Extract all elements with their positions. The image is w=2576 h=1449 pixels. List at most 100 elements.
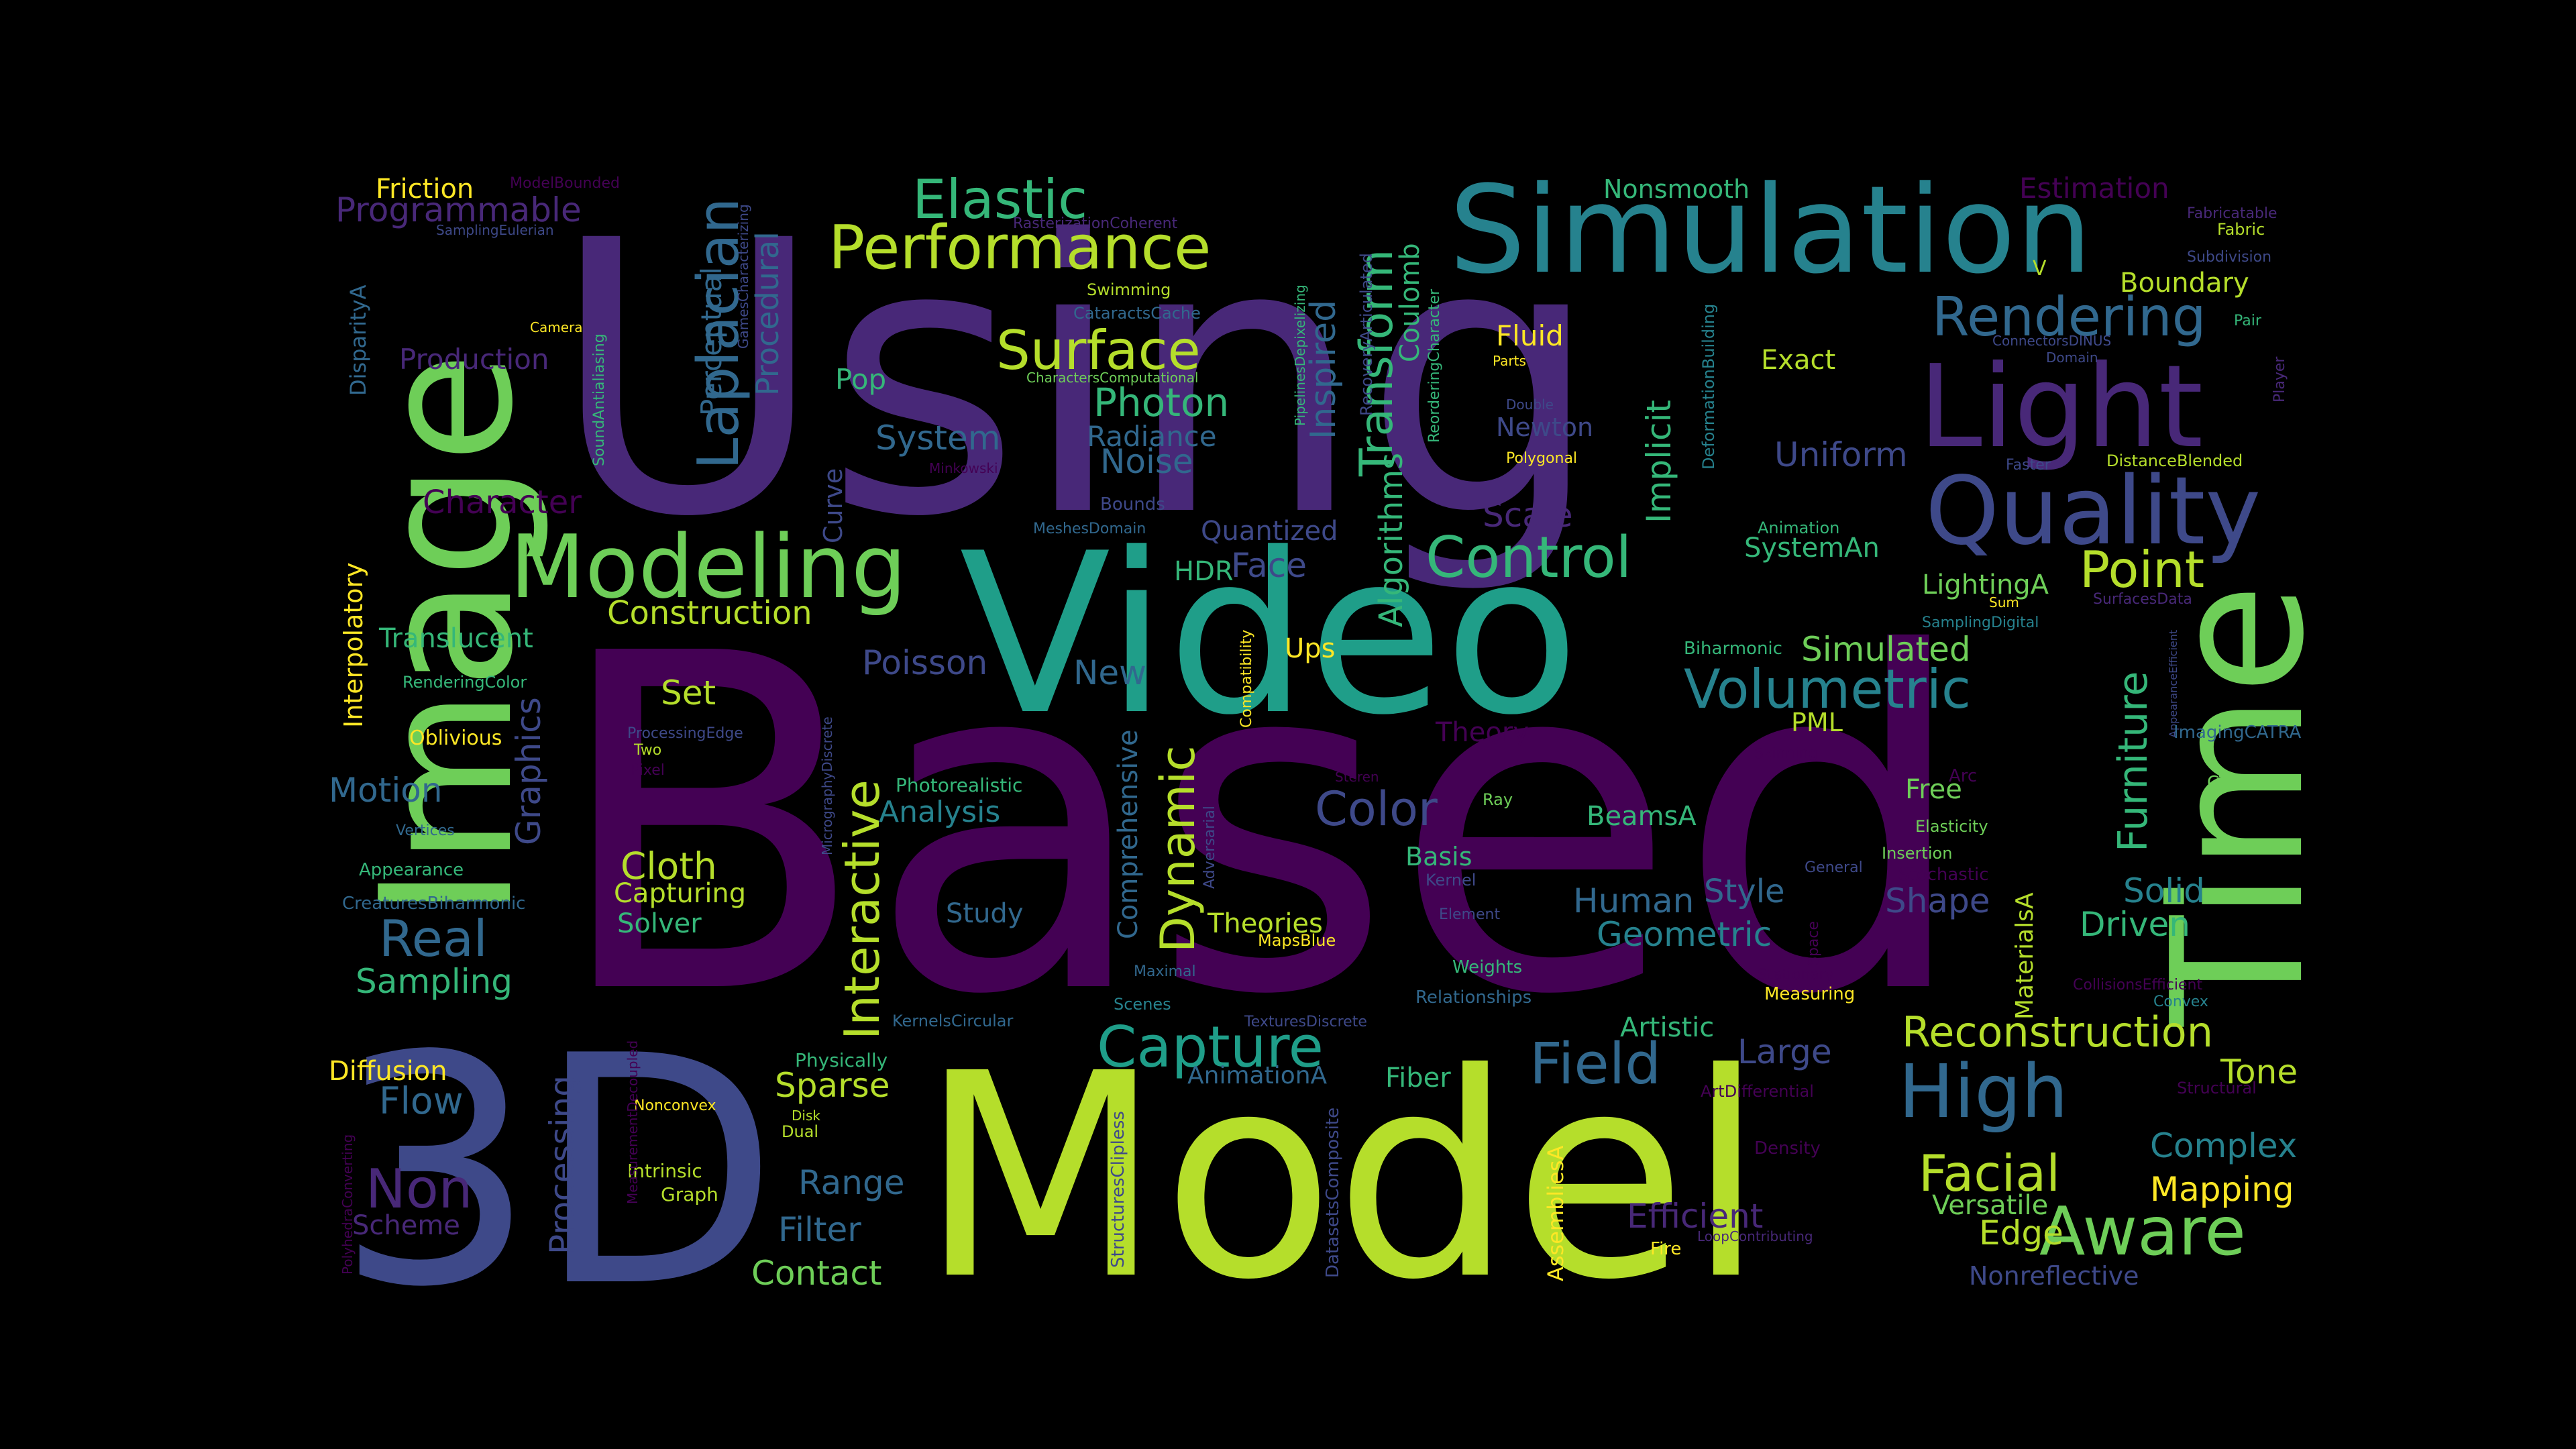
cloud-word-edge: Edge bbox=[1979, 1214, 2063, 1252]
cloud-word-double: Double bbox=[1506, 396, 1554, 413]
cloud-word-maximal: Maximal bbox=[1134, 963, 1196, 980]
cloud-word-datasetscomposite: DatasetsComposite bbox=[1323, 1108, 1343, 1278]
cloud-word-photon: Photon bbox=[1093, 380, 1229, 425]
cloud-word-elastic: Elastic bbox=[912, 168, 1087, 231]
cloud-word-versatile: Versatile bbox=[1932, 1190, 2048, 1221]
cloud-word-space: Space bbox=[1805, 921, 1822, 966]
cloud-word-motion: Motion bbox=[329, 771, 443, 810]
cloud-word-parts: Parts bbox=[1493, 353, 1526, 369]
cloud-word-physically: Physically bbox=[795, 1049, 888, 1071]
cloud-word-fire: Fire bbox=[1650, 1239, 1681, 1259]
cloud-word-video: Video bbox=[959, 506, 1580, 763]
cloud-word-element: Element bbox=[1439, 906, 1500, 923]
cloud-word-processingedge: ProcessingEdge bbox=[627, 725, 743, 742]
cloud-word-pipelinesdepixelizing: PipelinesDepixelizing bbox=[1292, 284, 1308, 426]
cloud-word-appearanceefficient: AppearanceEfficient bbox=[2167, 630, 2180, 738]
cloud-word-sum: Sum bbox=[1989, 594, 2019, 610]
cloud-word-interpolatory: Interpolatory bbox=[339, 562, 368, 728]
cloud-word-micrographydiscrete: MicrographyDiscrete bbox=[819, 716, 835, 855]
cloud-word-soundantialiasing: SoundAntialiasing bbox=[591, 333, 608, 466]
cloud-word-high: High bbox=[1898, 1049, 2068, 1134]
cloud-word-density: Density bbox=[1754, 1138, 1821, 1159]
cloud-word-connectorsdinus: ConnectorsDINUS bbox=[1992, 333, 2111, 349]
cloud-word-surface: Surface bbox=[996, 319, 1201, 382]
cloud-word-new: New bbox=[1073, 653, 1146, 692]
cloud-word-polyhedraconverting: PolyhedraConverting bbox=[339, 1134, 356, 1275]
cloud-word-large: Large bbox=[1737, 1032, 1832, 1071]
cloud-word-image: Image bbox=[341, 352, 553, 919]
cloud-word-newton: Newton bbox=[1496, 413, 1593, 442]
cloud-word-nonsmooth: Nonsmooth bbox=[1603, 174, 1750, 204]
cloud-word-programmable: Programmable bbox=[335, 191, 582, 229]
cloud-word-graph: Graph bbox=[661, 1183, 718, 1205]
cloud-word-artdifferential: ArtDifferential bbox=[1701, 1082, 1814, 1101]
cloud-word-theories: Theories bbox=[1207, 908, 1323, 939]
cloud-word-cloth: Cloth bbox=[621, 845, 717, 888]
cloud-word-volumetric: Volumetric bbox=[1684, 658, 1971, 720]
cloud-word-noise: Noise bbox=[1100, 442, 1193, 481]
cloud-word-assembliesa: AssembliesA bbox=[1543, 1145, 1568, 1281]
cloud-word-geometric: Geometric bbox=[1597, 915, 1772, 954]
cloud-word-algorithms: Algorithms bbox=[1373, 453, 1410, 627]
cloud-word-coulomb: Coulomb bbox=[1395, 243, 1426, 362]
cloud-word-fabric: Fabric bbox=[2217, 220, 2265, 239]
cloud-word-ray: Ray bbox=[1483, 790, 1513, 809]
cloud-word-faster: Faster bbox=[2006, 457, 2051, 474]
cloud-word-ct-micro: CT Micro bbox=[2207, 773, 2282, 793]
cloud-word-disk: Disk bbox=[792, 1108, 820, 1124]
cloud-word-friction: Friction bbox=[376, 174, 474, 205]
cloud-word-materialsa: MaterialsA bbox=[2011, 892, 2039, 1020]
cloud-word-flow: Flow bbox=[379, 1079, 464, 1122]
cloud-word-v: V bbox=[2033, 257, 2047, 280]
cloud-word-complex: Complex bbox=[2150, 1126, 2297, 1165]
cloud-word-perceptual: Perceptual bbox=[695, 267, 728, 416]
cloud-word-implicit: Implicit bbox=[1640, 400, 1678, 523]
cloud-word-recoveryarticulated: RecoveryArticulated bbox=[1357, 253, 1376, 416]
cloud-word-study: Study bbox=[946, 898, 1024, 929]
cloud-word-aware: Aware bbox=[2039, 1192, 2246, 1271]
cloud-word-color: Color bbox=[1315, 782, 1438, 837]
cloud-word-photorealistic: Photorealistic bbox=[896, 774, 1022, 796]
cloud-word-transform: Transform bbox=[1350, 250, 1403, 477]
cloud-word-system: System bbox=[875, 419, 1000, 458]
cloud-word-boundary: Boundary bbox=[2120, 268, 2249, 299]
cloud-word-measuring: Measuring bbox=[1764, 984, 1855, 1004]
cloud-word-compatibility: Compatibility bbox=[1238, 630, 1255, 728]
cloud-word-stochastic: Stochastic bbox=[1898, 865, 1989, 885]
cloud-word-renderingcolor: RenderingColor bbox=[402, 673, 527, 692]
cloud-word-pixel: Pixel bbox=[631, 762, 665, 779]
cloud-word-uniform: Uniform bbox=[1774, 435, 1908, 474]
cloud-word-production: Production bbox=[399, 343, 549, 376]
cloud-word-relationships: Relationships bbox=[1415, 987, 1532, 1008]
cloud-word-human: Human bbox=[1573, 881, 1694, 920]
cloud-word-model: Model bbox=[919, 1014, 1765, 1342]
cloud-word-rendering: Rendering bbox=[1932, 286, 2206, 348]
cloud-word-minkowski: Minkowski bbox=[929, 460, 998, 476]
cloud-word-reconstruction: Reconstruction bbox=[1902, 1008, 2213, 1057]
cloud-word-control: Control bbox=[1426, 525, 1631, 591]
cloud-word-animation: Animation bbox=[1758, 519, 1839, 537]
cloud-word-oblivious: Oblivious bbox=[409, 727, 502, 750]
cloud-word-convex: Convex bbox=[2153, 994, 2208, 1010]
cloud-word-shape: Shape bbox=[1885, 881, 1990, 920]
cloud-word-camera: Camera bbox=[530, 319, 583, 335]
cloud-word-diffusion: Diffusion bbox=[329, 1056, 447, 1087]
cloud-word-point: Point bbox=[2080, 540, 2204, 599]
cloud-word-solver: Solver bbox=[617, 908, 702, 939]
cloud-word-scale: Scale bbox=[1483, 496, 1573, 535]
cloud-word-pml: PML bbox=[1791, 708, 1843, 737]
cloud-word-cataractscache: CataractsCache bbox=[1073, 304, 1201, 323]
cloud-word-estimation: Estimation bbox=[2019, 172, 2169, 205]
cloud-word-graphics: Graphics bbox=[509, 697, 548, 845]
cloud-word-artistic: Artistic bbox=[1620, 1012, 1714, 1043]
cloud-word-elasticity: Elasticity bbox=[1915, 817, 1988, 836]
cloud-word-light: Light bbox=[1919, 341, 2203, 474]
cloud-word-processing: Processing bbox=[543, 1075, 582, 1254]
cloud-word-beamsa: BeamsA bbox=[1587, 801, 1697, 832]
cloud-word-analysis: Analysis bbox=[879, 795, 1000, 829]
cloud-word-performance: Performance bbox=[828, 213, 1211, 283]
cloud-word-sparse: Sparse bbox=[775, 1066, 890, 1105]
cloud-word-imagingcatra: ImagingCATRA bbox=[2174, 722, 2301, 743]
cloud-word-filter: Filter bbox=[778, 1210, 861, 1249]
cloud-word-3d: 3D bbox=[335, 989, 779, 1356]
